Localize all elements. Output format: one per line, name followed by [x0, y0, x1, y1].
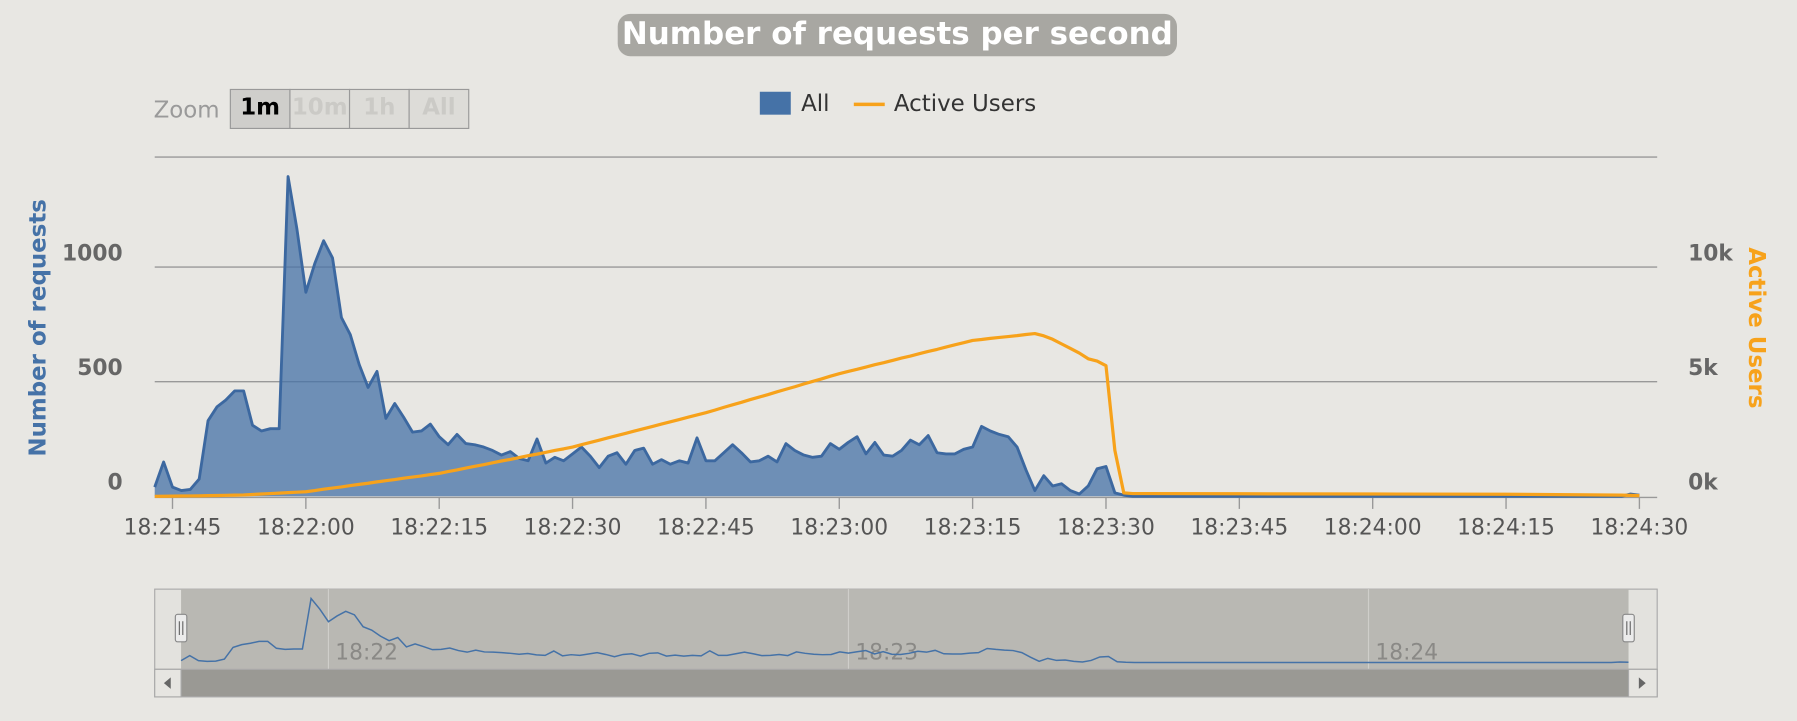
- zoom-button-label[interactable]: 1h: [363, 94, 395, 120]
- title-pill: [617, 13, 1177, 57]
- legend-swatch: [759, 91, 791, 115]
- x-tick-label: 18:22:45: [657, 515, 755, 540]
- zoom-buttons: 1m 10m 1h All: [229, 88, 470, 129]
- x-tick-label: 18:23:00: [790, 515, 888, 540]
- legend-label: Active Users: [894, 91, 1036, 117]
- y-tick-label: 1000: [62, 241, 123, 266]
- y2-tick-label: 10k: [1688, 241, 1733, 266]
- navigator-tick-label: 18:24: [1375, 640, 1438, 665]
- zoom-button[interactable]: [348, 88, 410, 129]
- x-tick-label: 18:23:45: [1190, 515, 1288, 540]
- x-tick-label: 18:23:30: [1057, 515, 1155, 540]
- area: [154, 176, 1640, 497]
- x-tick-label: 18:22:00: [257, 515, 355, 540]
- scrollbar: [154, 668, 1658, 698]
- navigator-handle[interactable]: [174, 613, 188, 643]
- y2-tick-label: 5k: [1688, 356, 1718, 381]
- y-axis-title: Number of requests: [25, 199, 51, 457]
- x-tick-label: 18:24:30: [1591, 515, 1689, 540]
- scroll-left-arrow: [163, 677, 171, 689]
- x-tick-label: 18:24:00: [1324, 515, 1422, 540]
- navigator-handle[interactable]: [1622, 613, 1635, 643]
- navigator-handle-grip: [1626, 621, 1631, 635]
- zoom-button[interactable]: [229, 88, 291, 129]
- x-tick-label: 18:24:15: [1457, 515, 1555, 540]
- zoom-label: Zoom: [154, 98, 220, 124]
- zoom-button-label[interactable]: 10m: [292, 94, 348, 120]
- navigator-series: [180, 596, 1629, 664]
- zoom-button-label[interactable]: All: [422, 94, 455, 120]
- navigator-handle-grip: [178, 621, 184, 635]
- x-tick-label: 18:23:15: [924, 515, 1022, 540]
- y-tick-label: 0: [107, 471, 122, 496]
- legend-label: All: [801, 91, 829, 117]
- y2-axis-title: Active Users: [1743, 247, 1769, 408]
- legend: All Active Users: [759, 91, 1036, 117]
- y2-tick-label: 0k: [1688, 471, 1718, 496]
- scroll-right-arrow: [1638, 677, 1646, 689]
- navigator: 18:22 18:23 18:24: [154, 588, 1658, 670]
- navigator-selection[interactable]: [181, 589, 1629, 670]
- chart-title: Number of requests per second: [622, 16, 1173, 52]
- x-tick-label: 18:21:45: [124, 515, 222, 540]
- y-tick-label: 500: [77, 356, 122, 381]
- area-line: [153, 175, 1640, 498]
- plot-area: 0 500 1000 0k 5k 10k 18:21:45 18:22:00 18:22:15 1…: [62, 175, 1733, 540]
- scrollbar-track[interactable]: [154, 668, 1658, 698]
- line: [154, 331, 1640, 498]
- navigator-tick-label: 18:22: [335, 640, 398, 665]
- x-tick-label: 18:22:30: [524, 515, 622, 540]
- zoom-button-label[interactable]: 1m: [240, 94, 280, 120]
- zoom-button[interactable]: [408, 88, 470, 129]
- x-tick-label: 18:22:15: [390, 515, 488, 540]
